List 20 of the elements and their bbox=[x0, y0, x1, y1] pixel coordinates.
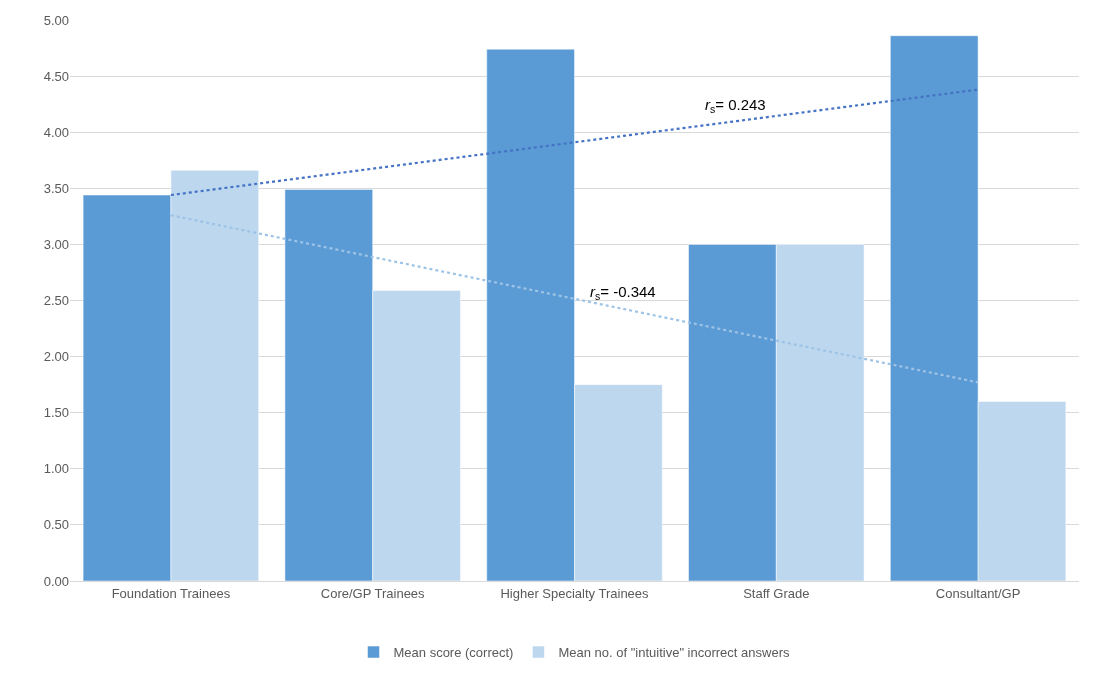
x-tick-label: Higher Specialty Trainees bbox=[500, 585, 650, 601]
y-tick-label: 2.50 bbox=[43, 293, 69, 309]
x-tick-label: Staff Grade bbox=[743, 585, 810, 601]
annotation: r$_{s}$= -0.344 bbox=[590, 283, 656, 303]
y-tick-label: 1.00 bbox=[43, 461, 69, 477]
y-tick-label: 4.50 bbox=[43, 68, 69, 84]
annotation: r$_{s}$= 0.243 bbox=[705, 96, 766, 116]
legend-label: Mean score (correct) bbox=[393, 645, 514, 661]
y-tick-label: 1.50 bbox=[43, 405, 69, 421]
legend-label: Mean no. of "intuitive" incorrect answers bbox=[558, 645, 790, 661]
y-tick-label: 2.00 bbox=[43, 349, 69, 365]
y-tick-label: 5.00 bbox=[43, 12, 69, 28]
y-tick-label: 0.50 bbox=[43, 517, 69, 533]
y-tick-label: 3.00 bbox=[43, 236, 69, 252]
y-tick-label: 0.00 bbox=[43, 573, 69, 589]
y-tick-label: 3.50 bbox=[43, 180, 69, 196]
x-tick-label: Core/GP Trainees bbox=[320, 585, 426, 601]
x-tick-label: Foundation Trainees bbox=[111, 585, 231, 601]
y-tick-label: 4.00 bbox=[43, 124, 69, 140]
x-tick-label: Consultant/GP bbox=[935, 585, 1021, 601]
